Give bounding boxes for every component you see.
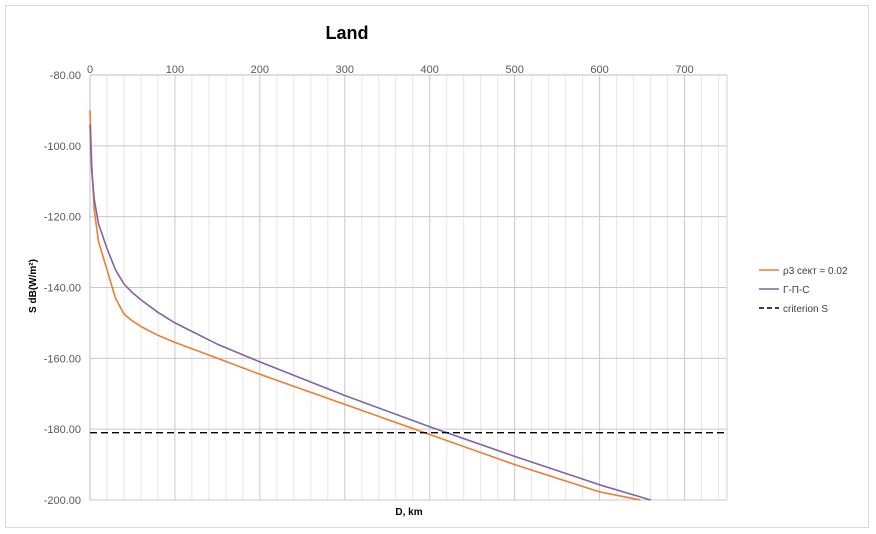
axis-layer: 0 100 200 300 400 500 600 700 -80.00 -100.00 -120.… bbox=[44, 64, 727, 507]
grid-layer bbox=[89, 74, 728, 501]
x-axis-label: D, km bbox=[395, 507, 422, 518]
y-tick-label: -100.00 bbox=[44, 141, 81, 153]
y-tick-label: -180.00 bbox=[44, 424, 81, 436]
x-tick-label: 300 bbox=[336, 64, 354, 76]
y-tick-label: -120.00 bbox=[44, 212, 81, 224]
x-tick-label: 200 bbox=[251, 64, 269, 76]
series-layer bbox=[89, 110, 727, 501]
legend-label-1: Г-П-С bbox=[783, 285, 809, 296]
chart-title: Land bbox=[326, 23, 369, 43]
series-line-0 bbox=[89, 110, 641, 501]
x-tick-label: 500 bbox=[505, 64, 523, 76]
x-tick-label: 400 bbox=[421, 64, 439, 76]
legend-label-0: ρ3 сект = 0.02 bbox=[783, 266, 848, 277]
y-tick-label: -160.00 bbox=[44, 353, 81, 365]
series-line-1 bbox=[89, 124, 651, 501]
x-tick-label: 100 bbox=[166, 64, 184, 76]
x-tick-label: 0 bbox=[87, 64, 93, 76]
legend-label-2: criterion S bbox=[783, 304, 828, 315]
legend: ρ3 сект = 0.02 Г-П-С criterion S bbox=[759, 266, 848, 315]
y-tick-label: -200.00 bbox=[44, 495, 81, 507]
y-tick-label: -140.00 bbox=[44, 283, 81, 295]
chart-frame: Land 0 100 200 300 400 500 600 700 -80.00 -100.00… bbox=[5, 5, 869, 528]
y-axis-label: S dB(W/m²) bbox=[28, 259, 39, 313]
chart-svg: Land 0 100 200 300 400 500 600 700 -80.00 -100.00… bbox=[28, 23, 848, 518]
x-tick-label: 700 bbox=[675, 64, 693, 76]
y-tick-label: -80.00 bbox=[50, 70, 81, 82]
x-tick-label: 600 bbox=[590, 64, 608, 76]
